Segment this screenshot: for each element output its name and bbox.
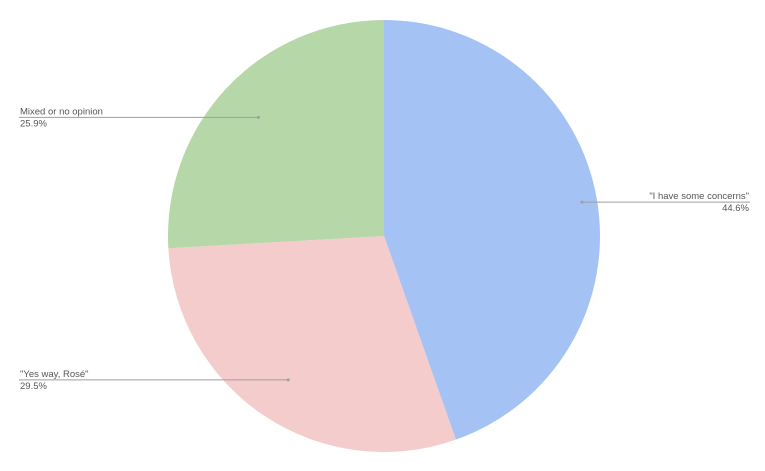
slices-layer <box>167 20 600 452</box>
slice-value-yes-way-ros: 29.5% <box>20 381 47 392</box>
pie-slice-i-have-some-concerns <box>384 20 600 440</box>
slice-label-i-have-some-concerns: "I have some concerns" <box>649 191 749 202</box>
slice-label-mixed-or-no-opinion: Mixed or no opinion <box>20 106 103 117</box>
slice-value-mixed-or-no-opinion: 25.9% <box>20 118 47 129</box>
pie-slice-yes-way-ros <box>168 236 456 452</box>
leader-dot-i-have-some-concerns <box>580 200 584 204</box>
leader-dot-yes-way-ros <box>286 378 290 382</box>
leader-dot-mixed-or-no-opinion <box>256 115 260 119</box>
labels-layer: "I have some concerns"44.6% "Yes way, Ros… <box>19 106 750 392</box>
slice-label-yes-way-ros: "Yes way, Rosé" <box>20 369 89 380</box>
slice-value-i-have-some-concerns: 44.6% <box>722 203 749 214</box>
pie-slice-mixed-or-no-opinion <box>167 20 384 249</box>
